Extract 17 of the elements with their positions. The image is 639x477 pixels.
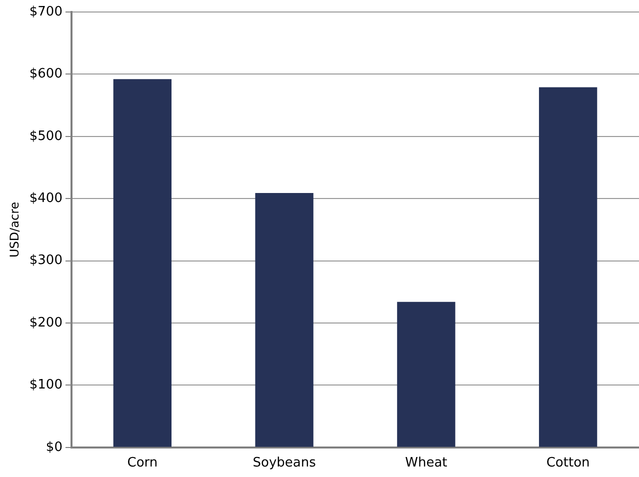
y-tick-label: $600 (29, 66, 62, 82)
x-tick-label: Wheat (405, 456, 448, 471)
y-tick-label: $100 (29, 378, 62, 393)
bar (255, 193, 314, 447)
y-tick-label: $200 (29, 315, 62, 330)
y-tick-label: $400 (29, 190, 62, 206)
y-axis-title: USD/acre (7, 202, 22, 258)
bar (397, 302, 456, 447)
x-tick-label: Cotton (546, 456, 590, 471)
bar (113, 79, 172, 447)
x-tick-label: Corn (127, 456, 158, 471)
y-tick-label: $300 (29, 253, 62, 268)
y-tick-label: $500 (29, 128, 62, 144)
x-tick-label: Soybeans (252, 456, 316, 471)
y-tick-label: $0 (46, 440, 62, 455)
y-tick-label: $700 (29, 4, 62, 20)
bar (538, 87, 598, 447)
